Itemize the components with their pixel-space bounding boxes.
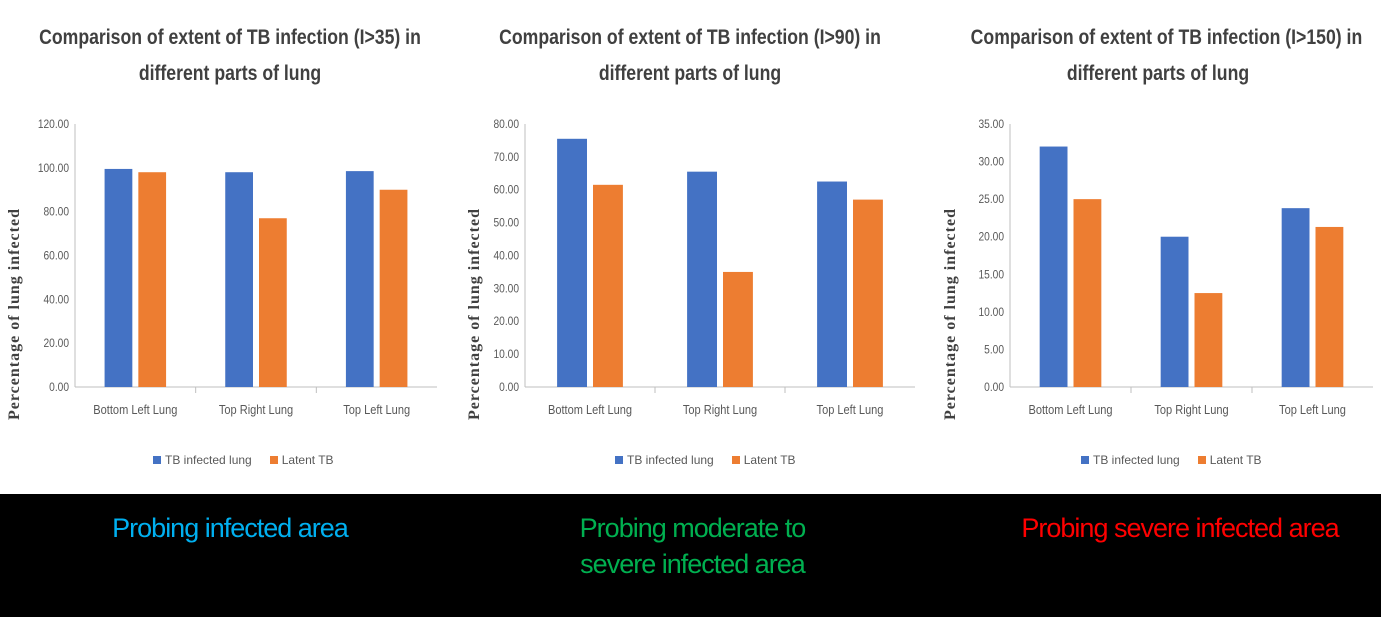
y-tick-label: 120.00 [38, 118, 69, 131]
bar-tb-infected-lung [104, 168, 133, 387]
y-tick-label: 30.00 [493, 283, 519, 296]
legend-item-series-2: Latent TB [1197, 453, 1262, 467]
bar-latent-tb [853, 199, 883, 387]
caption-line-2: severe infected area [580, 549, 806, 579]
bar-tb-infected-lung [1039, 146, 1068, 387]
legend-swatch [269, 456, 278, 464]
y-tick-label: 5.00 [984, 344, 1004, 357]
y-tick-label: 80.00 [493, 118, 519, 131]
y-tick-label: 20.00 [43, 337, 69, 350]
y-tick-label: 40.00 [493, 250, 519, 263]
bar-latent-tb [259, 218, 287, 387]
bar-tb-infected-lung [225, 172, 253, 387]
y-tick-label: 0.00 [984, 381, 1004, 394]
legend-swatch [731, 456, 740, 464]
y-tick-label: 20.00 [493, 316, 519, 329]
bar-latent-tb [723, 271, 753, 387]
y-tick-label: 60.00 [493, 184, 519, 197]
y-tick-label: 10.00 [978, 306, 1004, 319]
bar-tb-infected-lung [1281, 208, 1310, 387]
chart-title-line-1: Comparison of extent of TB infection (I>… [970, 26, 1363, 49]
caption-moderate-to-severe: Probing moderate to severe infected area [520, 510, 865, 582]
y-tick-label: 0.00 [49, 381, 69, 394]
caption-text: Probing severe infected area [1021, 513, 1339, 543]
x-tick-label: Top Right Lung [1154, 402, 1228, 417]
chart-title-line-1: Comparison of extent of TB infection (I>… [499, 26, 881, 49]
legend-label: Latent TB [1209, 453, 1262, 467]
y-tick-label: 0.00 [499, 381, 519, 394]
caption-text: Probing infected area [112, 513, 349, 543]
chart-title-line-1: Comparison of extent of TB infection (I>… [39, 26, 421, 49]
legend-swatch [1081, 456, 1089, 464]
y-tick-label: 10.00 [493, 348, 519, 361]
bar-latent-tb [593, 184, 623, 387]
legend-swatch [153, 456, 161, 464]
bar-tb-infected-lung [817, 181, 847, 387]
chart-panel-1: Comparison of extent of TB infection (I>… [0, 0, 460, 494]
y-tick-label: 15.00 [978, 269, 1004, 282]
bar-tb-infected-lung [345, 171, 374, 387]
bar-tb-infected-lung [557, 138, 587, 387]
chart-panel-2: Comparison of extent of TB infection (I>… [460, 0, 920, 494]
x-tick-label: Bottom Left Lung [1028, 402, 1112, 417]
legend-item-series-1: TB infected lung [153, 453, 252, 467]
y-tick-label: 100.00 [38, 162, 69, 175]
legend-swatch [1197, 456, 1206, 464]
chart-title-line-2: different parts of lung [598, 62, 782, 85]
legend-label: TB infected lung [627, 453, 714, 467]
x-tick-label: Bottom Left Lung [548, 402, 632, 417]
caption-infected-area: Probing infected area [60, 510, 400, 546]
chart-title-line-2: different parts of lung [138, 62, 322, 85]
bar-tb-infected-lung [1160, 236, 1189, 387]
chart-panel-3: Comparison of extent of TB infection (I>… [935, 0, 1381, 494]
y-tick-label: 30.00 [978, 156, 1004, 169]
y-tick-label: 25.00 [978, 193, 1004, 206]
y-tick-label: 70.00 [493, 151, 519, 164]
bar-tb-infected-lung [687, 171, 717, 387]
bar-latent-tb [379, 189, 408, 387]
x-tick-label: Bottom Left Lung [93, 402, 177, 417]
bar-latent-tb [138, 172, 167, 387]
y-tick-label: 60.00 [43, 250, 69, 263]
legend-item-series-2: Latent TB [269, 453, 334, 467]
legend: TB infected lung Latent TB [153, 453, 352, 467]
x-tick-label: Top Left Lung [1279, 402, 1346, 417]
y-tick-label: 80.00 [43, 206, 69, 219]
y-tick-label: 35.00 [978, 118, 1004, 131]
y-tick-label: 50.00 [493, 217, 519, 230]
caption-band: Probing infected area Probing moderate t… [0, 494, 1381, 617]
chart-plot-2: 0.00 10.00 20.00 30.00 40.00 50.00 60.00 70.00 8… [493, 118, 915, 417]
x-tick-label: Top Right Lung [683, 402, 757, 417]
legend-item-series-2: Latent TB [731, 453, 796, 467]
caption-line-1: Probing moderate to [579, 513, 807, 543]
x-tick-label: Top Right Lung [219, 402, 293, 417]
x-tick-label: Top Left Lung [343, 402, 410, 417]
legend-item-series-1: TB infected lung [615, 453, 714, 467]
chart-title: Comparison of extent of TB infection (I>… [37, 20, 423, 92]
x-tick-label: Top Left Lung [817, 402, 884, 417]
legend-item-series-1: TB infected lung [1081, 453, 1180, 467]
y-tick-label: 40.00 [43, 294, 69, 307]
legend-label: Latent TB [281, 453, 334, 467]
y-tick-label: 20.00 [978, 231, 1004, 244]
chart-title: Comparison of extent of TB infection (I>… [497, 20, 883, 92]
caption-severe-area: Probing severe infected area [1000, 510, 1360, 546]
legend-label: TB infected lung [165, 453, 252, 467]
legend: TB infected lung Latent TB [615, 453, 814, 467]
bar-latent-tb [1073, 199, 1102, 387]
legend-swatch [615, 456, 623, 464]
chart-plot-3: 0.00 5.00 10.00 15.00 20.00 25.00 30.00 35.00 Bo… [978, 118, 1373, 417]
charts-area: Comparison of extent of TB infection (I>… [0, 0, 1381, 494]
bar-latent-tb [1194, 293, 1223, 387]
legend-label: TB infected lung [1093, 453, 1180, 467]
legend: TB infected lung Latent TB [1081, 453, 1280, 467]
chart-title-line-2: different parts of lung [1066, 62, 1250, 85]
chart-plot-1: 0.00 20.00 40.00 60.00 80.00 100.00 120.00 Bott… [38, 118, 437, 417]
legend-label: Latent TB [743, 453, 796, 467]
chart-title: Comparison of extent of TB infection (I>… [970, 20, 1363, 92]
bar-latent-tb [1315, 226, 1344, 387]
